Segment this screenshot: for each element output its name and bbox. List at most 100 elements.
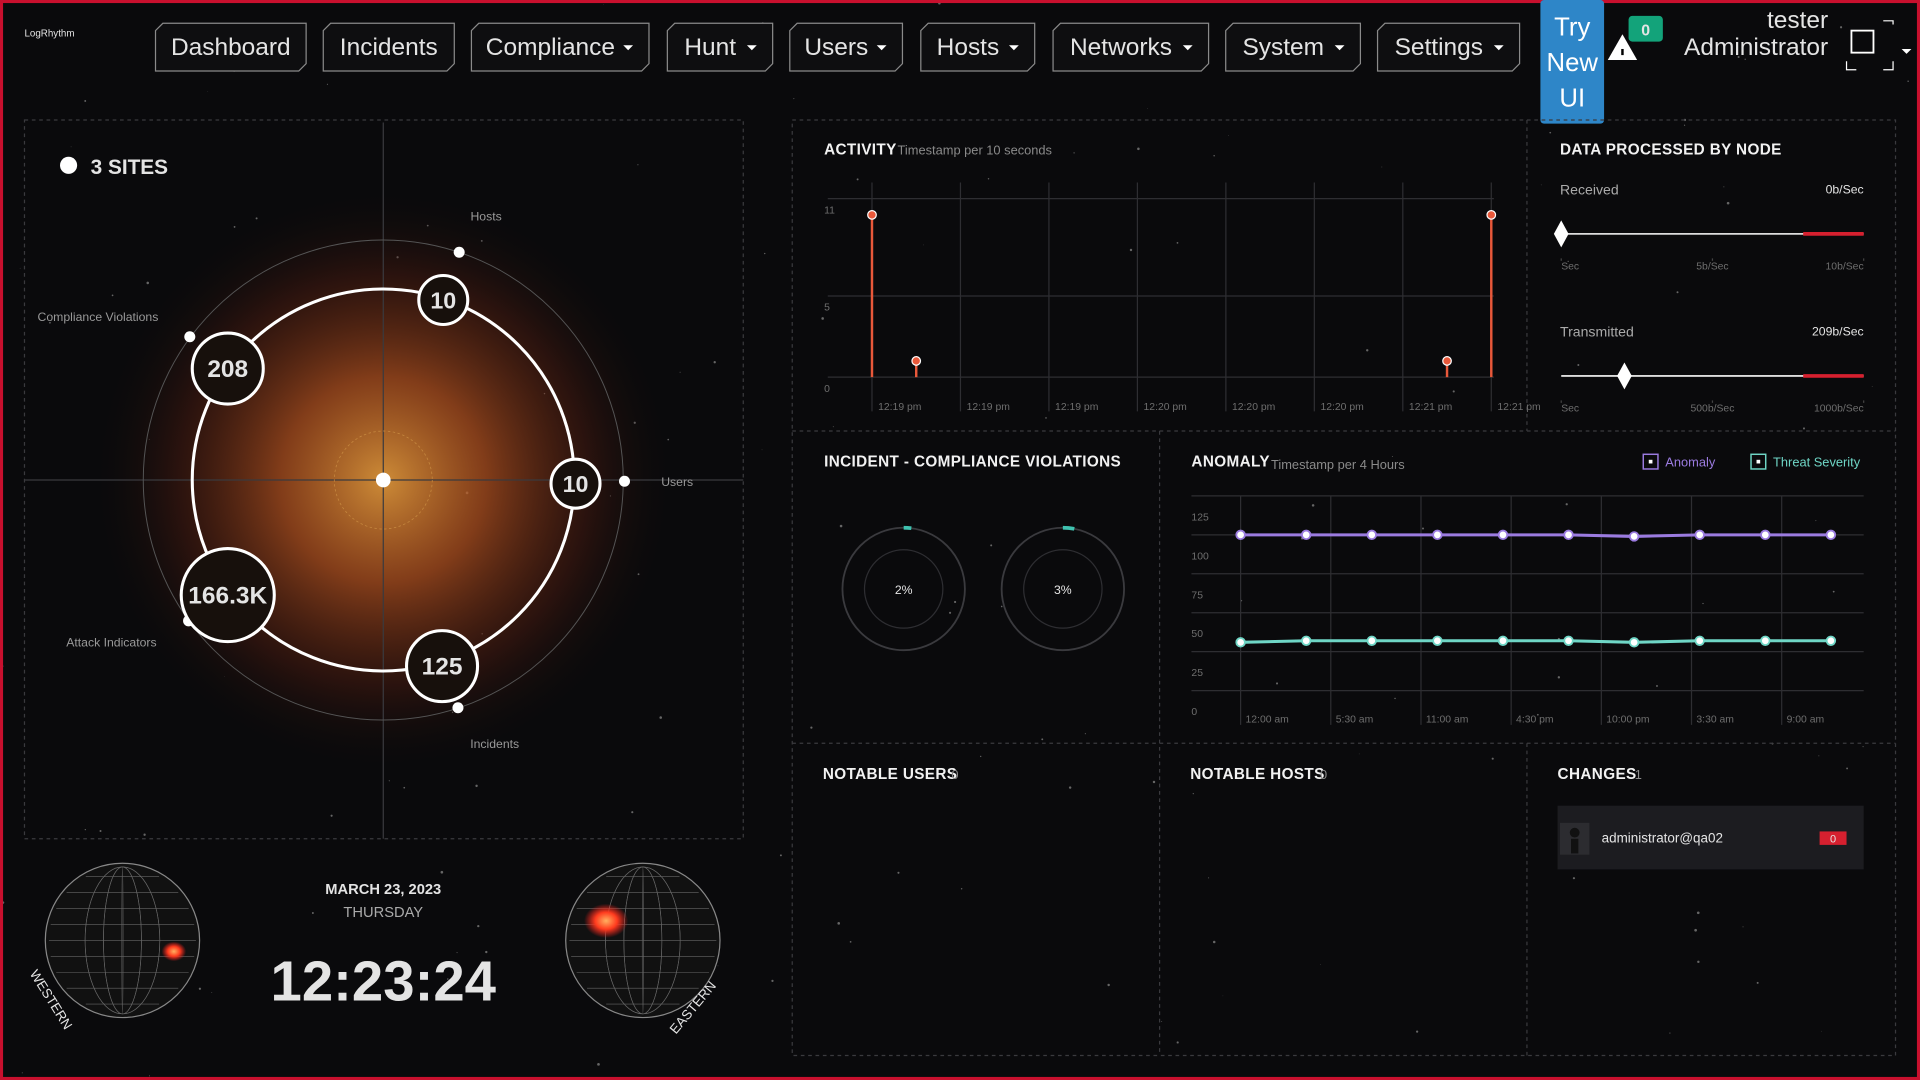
- star: [1129, 248, 1133, 252]
- star: [1536, 713, 1539, 716]
- gauge-tick-label: Sec: [1561, 261, 1579, 272]
- star: [440, 870, 444, 874]
- star: [1572, 877, 1576, 880]
- nav-caret[interactable]: [1008, 45, 1019, 51]
- star: [291, 998, 294, 1001]
- site-dot: [453, 246, 465, 258]
- star: [1744, 58, 1746, 60]
- star: [149, 1075, 151, 1077]
- nav-button[interactable]: [154, 22, 307, 72]
- star: [1381, 166, 1383, 168]
- series-point: [1628, 531, 1640, 542]
- nav-label[interactable]: Compliance: [486, 34, 615, 61]
- star: [1416, 1030, 1419, 1033]
- legend-label[interactable]: Threat Severity: [1773, 455, 1861, 470]
- star: [1233, 461, 1235, 463]
- series-point: [1694, 635, 1705, 646]
- star: [211, 992, 213, 993]
- site-node[interactable]: [417, 273, 470, 327]
- star: [849, 940, 852, 943]
- nav-label[interactable]: Dashboard: [171, 34, 291, 61]
- nav-caret[interactable]: [1182, 45, 1193, 51]
- star: [793, 98, 795, 100]
- nav-caret[interactable]: [746, 45, 757, 51]
- star: [1683, 124, 1686, 126]
- nav-button[interactable]: [1225, 22, 1362, 72]
- star: [679, 371, 681, 373]
- nav-label[interactable]: Settings: [1395, 34, 1483, 61]
- star: [990, 544, 993, 547]
- site-label: Users: [661, 475, 693, 489]
- star: [1192, 793, 1194, 795]
- x-tick-label: 12:20 pm: [1320, 402, 1363, 413]
- data-processed-title: DATA PROCESSED BY NODE: [1560, 141, 1782, 158]
- x-tick-label: 12:19 pm: [1055, 402, 1098, 413]
- site-node[interactable]: [549, 457, 602, 510]
- notable-users-count: 0: [951, 767, 958, 782]
- legend-swatch[interactable]: [1642, 453, 1659, 470]
- user-avatar[interactable]: [1850, 29, 1875, 54]
- star: [1491, 757, 1494, 760]
- nav-button[interactable]: [470, 22, 650, 72]
- stem-point: [867, 210, 877, 220]
- star: [1422, 527, 1425, 530]
- star: [821, 317, 824, 320]
- star: [1176, 1041, 1179, 1044]
- user-role[interactable]: Administrator: [1684, 34, 1828, 61]
- nav-caret[interactable]: [876, 45, 887, 51]
- alert-icon[interactable]: [1607, 34, 1638, 60]
- star: [1213, 155, 1215, 157]
- star: [1821, 1030, 1822, 1032]
- star: [70, 146, 72, 148]
- nav-button[interactable]: [322, 22, 455, 72]
- series-point: [1300, 529, 1312, 541]
- star: [1694, 928, 1697, 932]
- nav-label[interactable]: Networks: [1070, 34, 1172, 61]
- nav-caret[interactable]: [623, 45, 634, 51]
- nav-button[interactable]: [666, 22, 774, 72]
- nav-label[interactable]: Incidents: [340, 34, 438, 61]
- star: [1137, 147, 1140, 151]
- nav-button[interactable]: [920, 22, 1036, 72]
- star: [960, 888, 963, 890]
- site-node[interactable]: [405, 629, 480, 704]
- stem-point: [1442, 356, 1452, 366]
- try-new-ui-label[interactable]: Try New UI: [1546, 13, 1598, 113]
- site-node[interactable]: [179, 547, 276, 644]
- legend-swatch[interactable]: [1750, 453, 1767, 470]
- nav-label[interactable]: Hunt: [684, 34, 736, 61]
- star: [477, 925, 480, 928]
- nav-button[interactable]: [1376, 22, 1521, 72]
- nav-label[interactable]: System: [1242, 34, 1324, 61]
- legend-swatch-dot: [1756, 459, 1761, 464]
- nav-caret[interactable]: [1334, 45, 1345, 51]
- legend-label[interactable]: Anomaly: [1665, 455, 1716, 470]
- nav-button[interactable]: [1052, 22, 1210, 72]
- star: [198, 987, 202, 990]
- site-node[interactable]: [190, 331, 265, 406]
- star: [21, 1072, 23, 1074]
- anomaly-subtitle: Timestamp per 4 Hours: [1271, 457, 1405, 472]
- star: [779, 854, 782, 857]
- y-tick-label: 11: [824, 205, 835, 216]
- x-tick-label: 12:19 pm: [967, 402, 1010, 413]
- user-caret[interactable]: [1901, 48, 1912, 54]
- avatar-frame: [1845, 20, 1894, 71]
- star: [856, 178, 859, 181]
- nav-label[interactable]: Users: [804, 34, 868, 61]
- star: [949, 611, 952, 614]
- star: [330, 814, 333, 817]
- activity-subtitle: Timestamp per 10 seconds: [898, 142, 1052, 157]
- y-tick-label: 25: [1191, 668, 1203, 679]
- site-value: 166.3K: [188, 583, 267, 610]
- nav-label[interactable]: Hosts: [937, 34, 1000, 61]
- change-item[interactable]: [1557, 805, 1864, 870]
- star: [84, 100, 87, 102]
- star: [1452, 390, 1455, 393]
- star: [1871, 386, 1873, 387]
- nav-button[interactable]: [789, 22, 904, 72]
- inner-ring: [333, 430, 433, 530]
- try-new-ui-button[interactable]: [1540, 0, 1605, 124]
- user-name[interactable]: tester: [1767, 7, 1828, 34]
- nav-caret[interactable]: [1493, 45, 1504, 51]
